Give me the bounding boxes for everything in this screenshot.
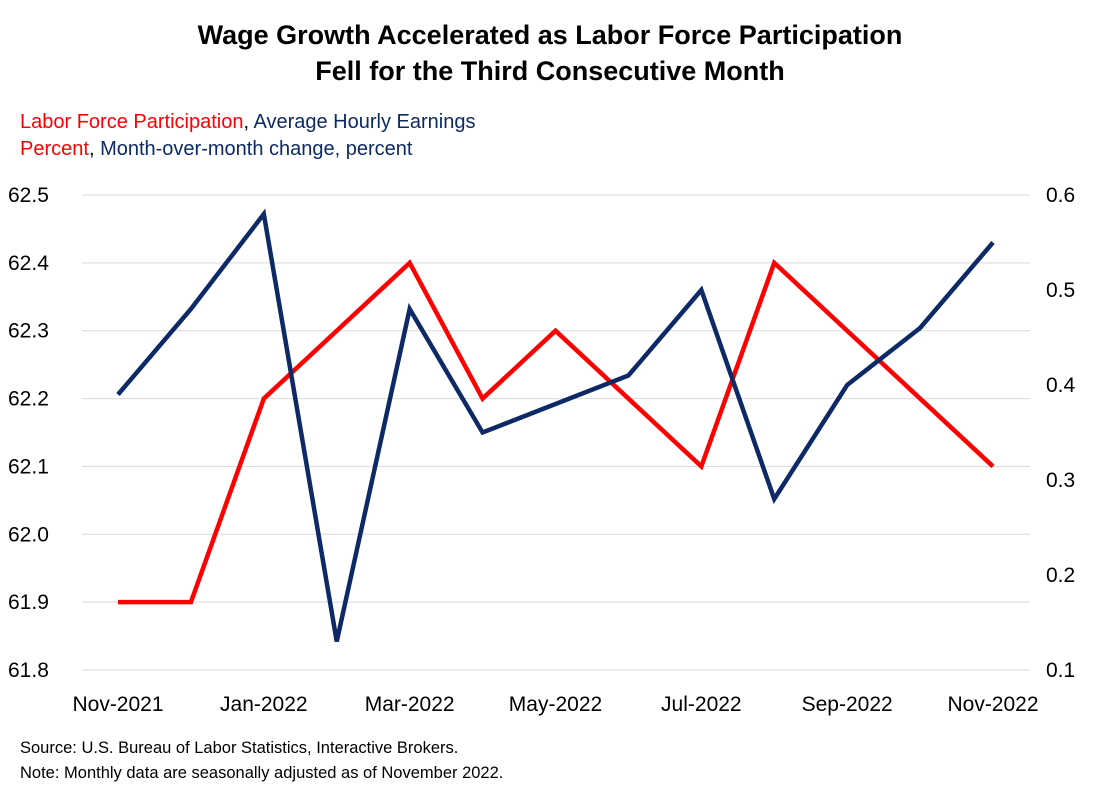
- y-left-tick-label: 61.8: [8, 659, 49, 682]
- y-left-tick-label: 62.4: [8, 252, 49, 275]
- x-tick-label: Nov-2022: [947, 693, 1038, 716]
- legend-series-1: Labor Force Participation: [20, 111, 244, 133]
- legend-units: Percent, Month-over-month change, percen…: [20, 138, 412, 161]
- x-tick-label: Nov-2021: [72, 693, 163, 716]
- y-left-tick-label: 62.0: [8, 523, 49, 546]
- legend-series-2: Average Hourly Earnings: [253, 111, 476, 133]
- y-right-tick-label: 0.6: [1046, 184, 1075, 207]
- y-left-tick-label: 61.9: [8, 591, 49, 614]
- x-tick-label: Jan-2022: [220, 693, 308, 716]
- y-left-tick-label: 62.3: [8, 320, 49, 343]
- series-line-1: [118, 258, 995, 605]
- x-tick-label: Jul-2022: [661, 693, 742, 716]
- y-right-tick-label: 0.5: [1046, 279, 1075, 302]
- footnote: Note: Monthly data are seasonally adjust…: [20, 764, 504, 782]
- y-left-tick-label: 62.2: [8, 388, 49, 411]
- legend-unit-2: Month-over-month change, percent: [100, 138, 413, 160]
- y-right-tick-label: 0.3: [1046, 469, 1075, 492]
- chart-title-line-2: Fell for the Third Consecutive Month: [315, 56, 785, 86]
- series-line-2: [116, 208, 995, 642]
- y-right-tick-label: 0.2: [1046, 564, 1075, 587]
- y-right-tick-label: 0.1: [1046, 659, 1075, 682]
- y-right-tick-label: 0.4: [1046, 374, 1076, 397]
- chart-title-line-1: Wage Growth Accelerated as Labor Force P…: [197, 20, 903, 50]
- legend-series: Labor Force Participation, Average Hourl…: [20, 111, 475, 134]
- x-tick-label: Sep-2022: [802, 693, 893, 716]
- legend-unit-1: Percent: [20, 138, 89, 160]
- y-left-tick-label: 62.5: [8, 184, 49, 207]
- legend-separator: ,: [88, 138, 101, 160]
- source-note: Source: U.S. Bureau of Labor Statistics,…: [20, 739, 459, 757]
- legend-separator: ,: [243, 111, 254, 133]
- x-tick-label: Mar-2022: [365, 693, 455, 716]
- x-tick-label: May-2022: [509, 693, 602, 716]
- y-left-tick-label: 62.1: [8, 455, 49, 478]
